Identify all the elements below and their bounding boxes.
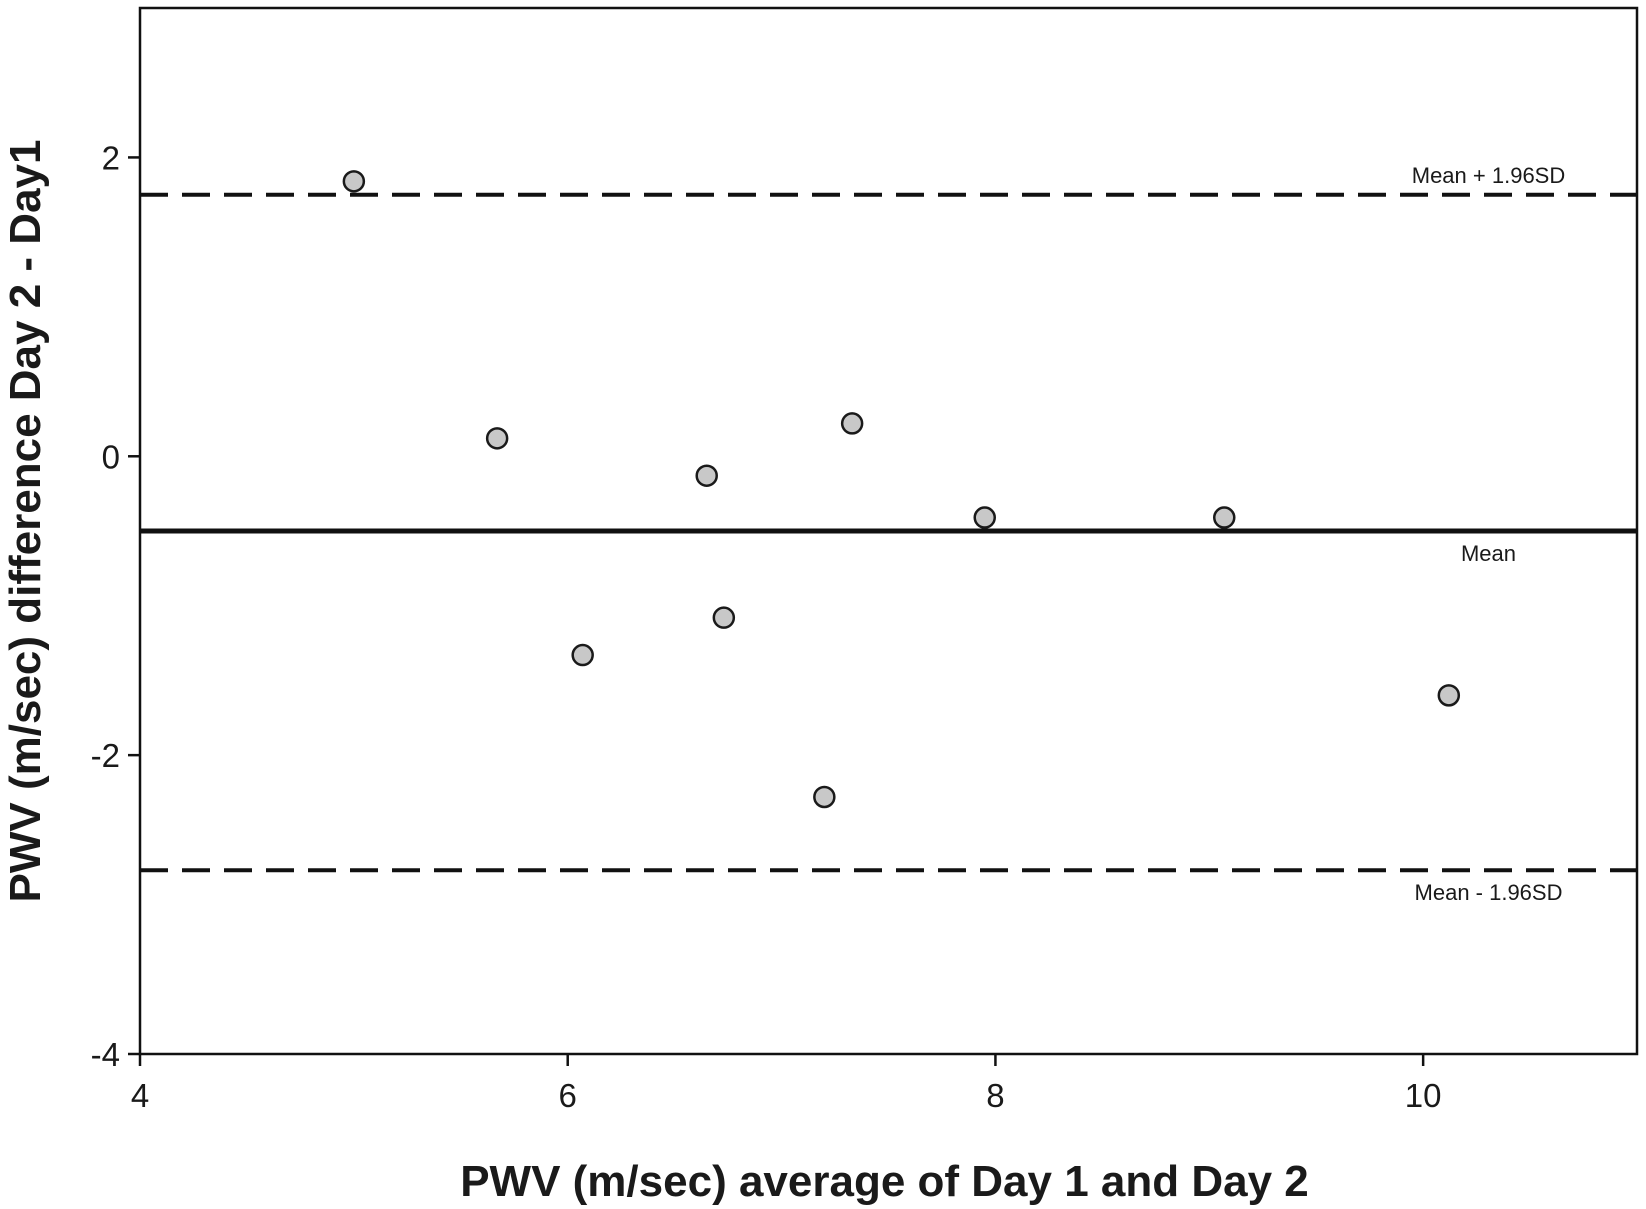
x-axis-title: PWV (m/sec) average of Day 1 and Day 2 [460, 1157, 1309, 1206]
ticks: 4 6 8 10 -4 -2 0 2 [91, 139, 1442, 1114]
scatter-point [695, 464, 718, 487]
reference-line-label: Mean [1461, 541, 1516, 566]
x-tick-label: 10 [1405, 1077, 1442, 1114]
reference-lines: Mean + 1.96SD Mean Mean - 1.96SD [140, 163, 1637, 905]
y-axis-title: PWV (m/sec) difference Day 2 - Day1 [1, 140, 50, 903]
scatter-point [712, 606, 736, 629]
y-tick-label: -2 [91, 737, 120, 774]
scatter-point [485, 427, 509, 450]
y-tick-label: -4 [91, 1036, 120, 1073]
scatter-point [571, 643, 594, 667]
scatter-point [840, 412, 864, 435]
scatter-point [1213, 506, 1236, 529]
scatter-point [973, 506, 996, 529]
y-tick-label: 0 [102, 438, 120, 475]
reference-line-label: Mean + 1.96SD [1412, 163, 1565, 188]
x-tick-label: 8 [986, 1077, 1004, 1114]
x-tick-label: 4 [131, 1077, 149, 1114]
scatter-point [342, 170, 366, 193]
reference-line-label: Mean - 1.96SD [1415, 880, 1563, 905]
scatter-point [813, 785, 836, 809]
x-tick-label: 6 [559, 1077, 577, 1114]
y-tick-label: 2 [102, 139, 120, 176]
data-points [342, 170, 1461, 809]
scatter-point [1437, 684, 1461, 707]
